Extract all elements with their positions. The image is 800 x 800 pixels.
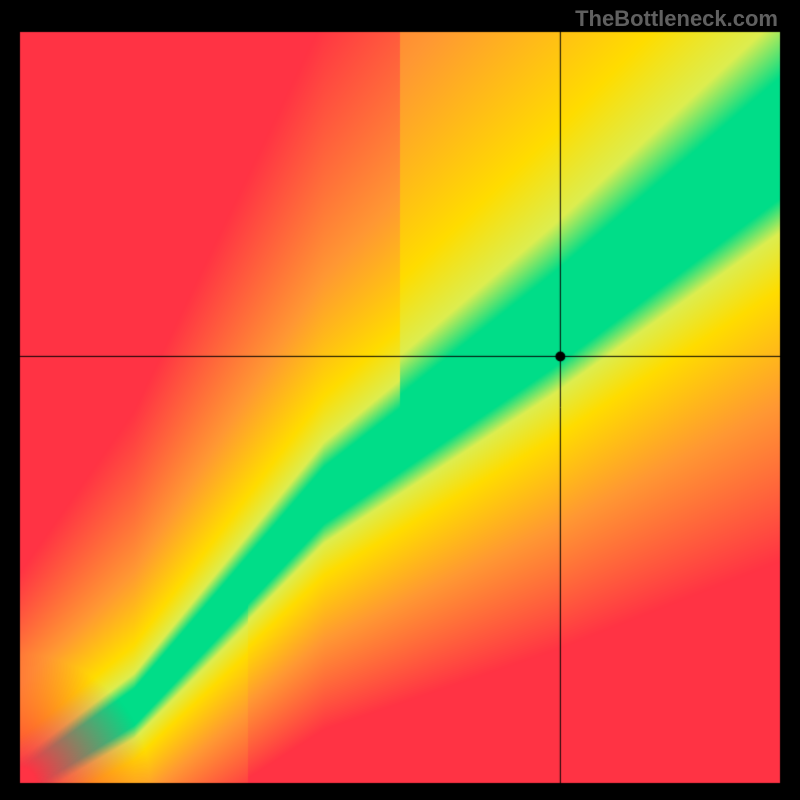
chart-container: TheBottleneck.com (0, 0, 800, 800)
watermark-text: TheBottleneck.com (575, 6, 778, 32)
bottleneck-heatmap-canvas (0, 0, 800, 800)
